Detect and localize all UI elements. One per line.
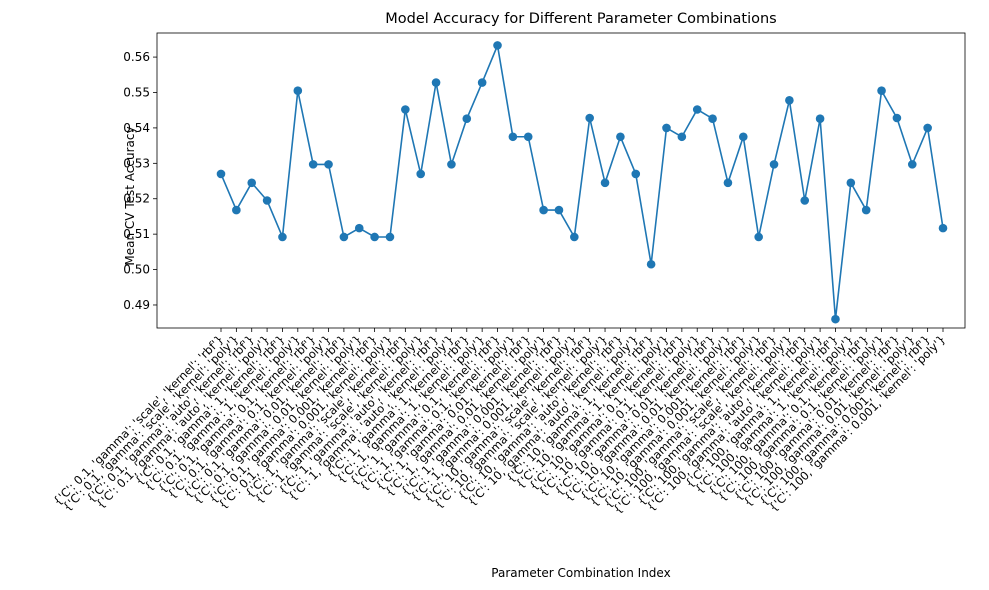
- y-tick-label: 0.51: [123, 227, 150, 241]
- data-point: [892, 113, 902, 123]
- data-point: [247, 178, 257, 188]
- data-point: [539, 205, 548, 215]
- data-point: [800, 196, 810, 205]
- data-point: [754, 232, 763, 242]
- data-point: [662, 123, 671, 133]
- y-tick-label: 0.54: [123, 121, 150, 135]
- data-point: [262, 196, 272, 205]
- data-point: [785, 95, 794, 105]
- data-point: [370, 232, 379, 242]
- series-line: [220, 42, 944, 320]
- data-point: [216, 169, 226, 179]
- data-point: [278, 232, 287, 242]
- data-point: [401, 105, 410, 114]
- data-point: [416, 169, 426, 179]
- data-point: [477, 78, 487, 87]
- y-tick-label: 0.55: [123, 85, 150, 99]
- data-point: [646, 259, 656, 269]
- y-tick-label: 0.56: [123, 50, 150, 64]
- data-point: [493, 41, 502, 50]
- data-point: [339, 232, 349, 242]
- data-point: [815, 114, 825, 124]
- y-tick-label: 0.49: [123, 298, 150, 312]
- data-point: [447, 160, 456, 169]
- data-point: [308, 160, 318, 169]
- plot-frame: [156, 32, 966, 329]
- data-point: [631, 169, 641, 179]
- data-point: [769, 160, 779, 169]
- data-point: [616, 132, 625, 142]
- data-point: [585, 113, 594, 123]
- data-point: [846, 178, 856, 188]
- data-point: [877, 86, 886, 96]
- data-point: [861, 205, 871, 215]
- x-axis-title: Parameter Combination Index: [491, 566, 670, 580]
- data-point: [232, 205, 241, 215]
- y-tick-label: 0.53: [123, 156, 150, 170]
- data-point: [923, 123, 932, 133]
- data-point: [554, 205, 564, 215]
- y-tick-label: 0.50: [123, 263, 150, 277]
- y-tick-label: 0.52: [123, 192, 150, 206]
- data-point: [723, 178, 733, 188]
- data-point: [324, 160, 333, 169]
- data-point: [708, 114, 717, 124]
- data-point: [907, 160, 917, 169]
- y-axis-title: Mean CV Test Accuracy: [123, 126, 137, 265]
- data-point: [431, 78, 441, 87]
- data-point: [508, 132, 518, 142]
- data-point: [738, 132, 748, 142]
- data-point: [938, 223, 948, 233]
- data-point: [831, 314, 840, 324]
- data-point: [293, 86, 303, 96]
- data-point: [692, 105, 702, 114]
- chart-title: Model Accuracy for Different Parameter C…: [385, 11, 776, 27]
- data-point: [523, 132, 533, 142]
- data-point: [462, 114, 472, 124]
- data-point: [354, 223, 364, 233]
- data-point: [600, 178, 610, 188]
- data-point: [570, 232, 579, 242]
- data-point: [677, 132, 687, 142]
- data-point: [385, 232, 395, 242]
